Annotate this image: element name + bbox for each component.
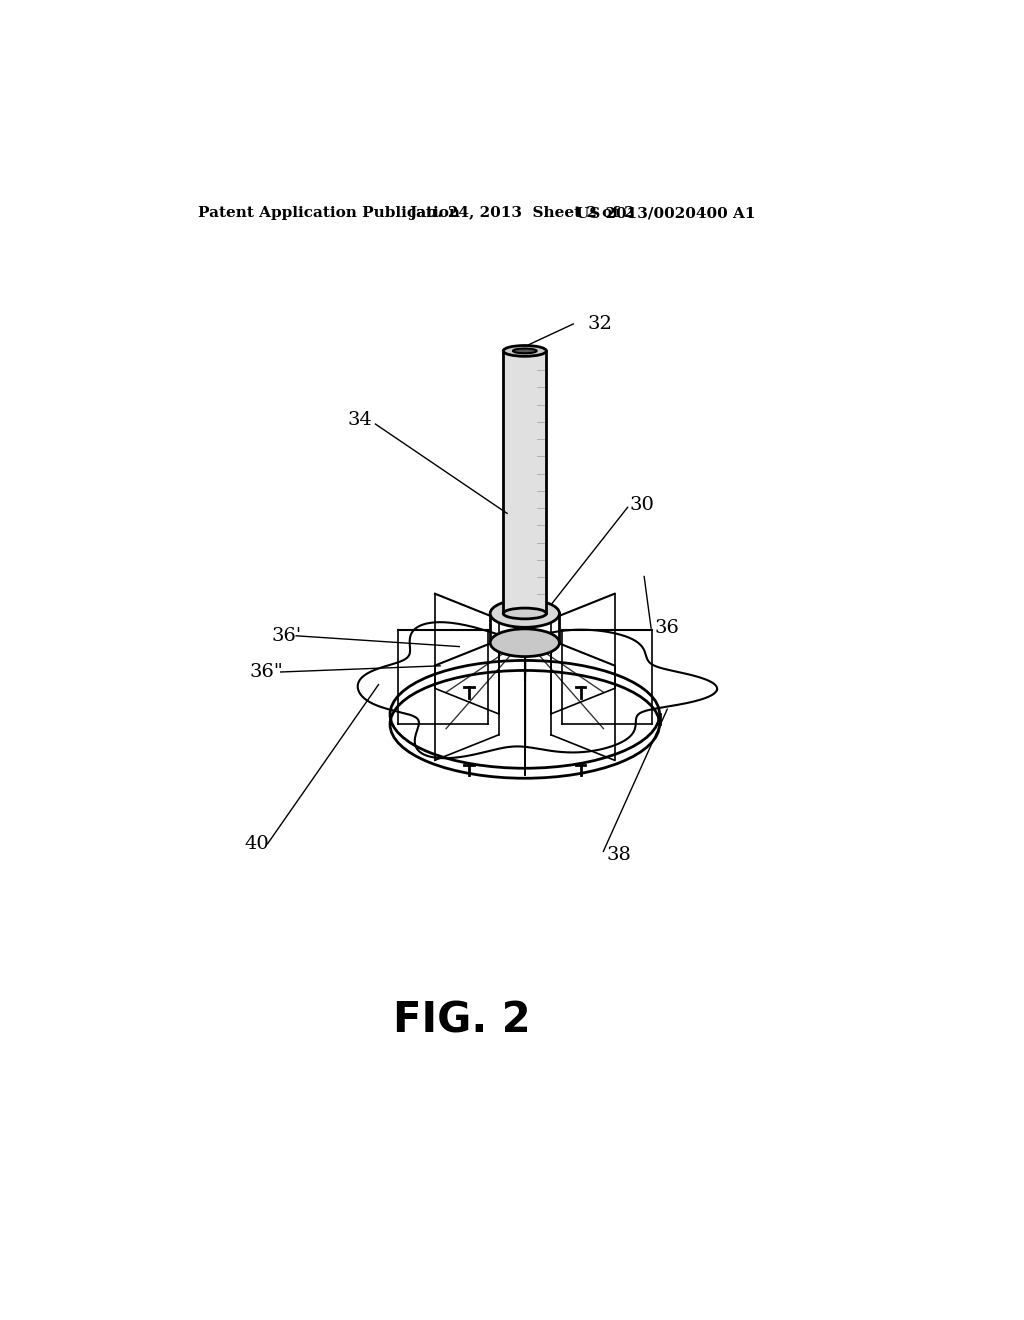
Text: US 2013/0020400 A1: US 2013/0020400 A1 (575, 206, 755, 220)
Text: 38: 38 (606, 846, 631, 865)
Text: 36': 36' (271, 627, 302, 644)
Text: Jan. 24, 2013  Sheet 2 of 2: Jan. 24, 2013 Sheet 2 of 2 (410, 206, 635, 220)
Text: 32: 32 (587, 315, 612, 333)
Polygon shape (503, 351, 547, 614)
Ellipse shape (503, 609, 547, 619)
Text: 36: 36 (654, 619, 679, 638)
Text: 40: 40 (245, 834, 269, 853)
Text: Patent Application Publication: Patent Application Publication (199, 206, 461, 220)
Ellipse shape (490, 599, 559, 627)
Text: 36": 36" (250, 663, 284, 681)
Ellipse shape (503, 346, 547, 356)
Ellipse shape (490, 628, 559, 656)
Text: 30: 30 (630, 496, 654, 513)
Text: 34: 34 (347, 412, 373, 429)
Ellipse shape (513, 348, 537, 354)
Text: FIG. 2: FIG. 2 (393, 999, 530, 1041)
